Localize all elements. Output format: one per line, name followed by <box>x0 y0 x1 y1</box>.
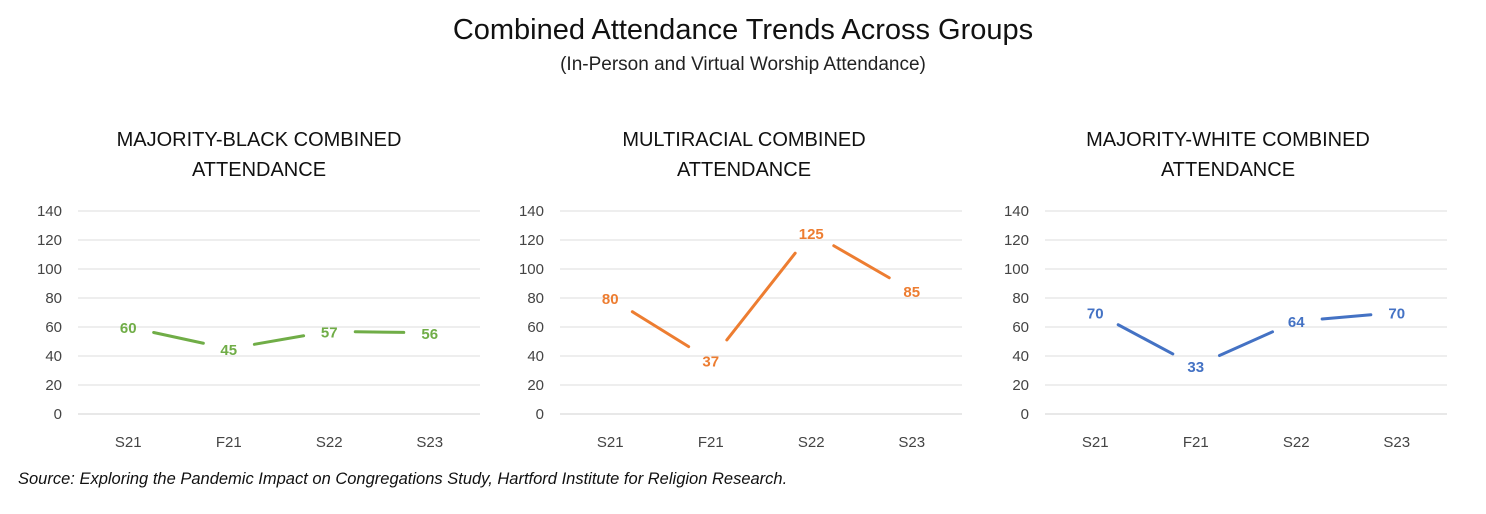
source-note: Source: Exploring the Pandemic Impact on… <box>18 470 788 488</box>
y-tick-label: 40 <box>45 348 62 365</box>
data-label: 45 <box>220 342 237 359</box>
data-label: 125 <box>799 226 824 243</box>
data-label: 33 <box>1187 359 1204 376</box>
chart-title-line: MAJORITY-WHITE COMBINED <box>1086 129 1370 151</box>
data-label: 85 <box>903 284 920 301</box>
y-tick-label: 140 <box>1004 203 1029 220</box>
y-tick-label: 60 <box>45 319 62 336</box>
series-line-segment <box>630 310 691 349</box>
data-label: 70 <box>1388 306 1405 323</box>
y-tick-label: 120 <box>519 232 544 249</box>
y-tick-label: 0 <box>536 406 544 423</box>
series-line-segment <box>832 244 891 280</box>
x-tick-label: S22 <box>1283 434 1310 451</box>
x-tick-label: F21 <box>1183 434 1209 451</box>
x-tick-label: S22 <box>316 434 343 451</box>
y-tick-label: 20 <box>527 377 544 394</box>
x-tick-label: F21 <box>698 434 724 451</box>
data-label: 56 <box>421 326 438 343</box>
series-line-segment <box>252 334 306 346</box>
y-tick-label: 60 <box>1012 319 1029 336</box>
y-tick-label: 80 <box>1012 290 1029 307</box>
series-line-segment <box>353 330 406 334</box>
series-line-segment <box>152 330 205 345</box>
series-line-segment <box>725 251 797 342</box>
y-tick-label: 120 <box>37 232 62 249</box>
y-tick-label: 0 <box>1021 406 1029 423</box>
y-tick-label: 140 <box>519 203 544 220</box>
y-tick-label: 100 <box>1004 261 1029 278</box>
data-label: 70 <box>1087 306 1104 323</box>
chart-title-line: ATTENDANCE <box>192 159 326 181</box>
series-line-segment <box>1217 330 1275 358</box>
y-tick-label: 40 <box>1012 348 1029 365</box>
data-label: 80 <box>602 291 619 308</box>
x-tick-label: S21 <box>1082 434 1109 451</box>
x-tick-label: S21 <box>115 434 142 451</box>
data-label: 64 <box>1288 314 1305 331</box>
chart-title-line: MAJORITY-BLACK COMBINED <box>117 129 402 151</box>
y-tick-label: 60 <box>527 319 544 336</box>
y-tick-label: 20 <box>45 377 62 394</box>
x-tick-label: S21 <box>597 434 624 451</box>
series-line-segment <box>1116 323 1175 356</box>
chart-title-line: ATTENDANCE <box>677 159 811 181</box>
data-label: 37 <box>702 353 719 370</box>
data-label: 60 <box>120 320 137 337</box>
page-subtitle: (In-Person and Virtual Worship Attendanc… <box>560 54 926 75</box>
chart-title-line: MULTIRACIAL COMBINED <box>622 129 865 151</box>
x-tick-label: S23 <box>1383 434 1410 451</box>
y-tick-label: 140 <box>37 203 62 220</box>
x-tick-label: S22 <box>798 434 825 451</box>
y-tick-label: 20 <box>1012 377 1029 394</box>
x-tick-label: S23 <box>898 434 925 451</box>
x-tick-label: S23 <box>416 434 443 451</box>
series-line-segment <box>1320 313 1373 321</box>
chart-title-line: ATTENDANCE <box>1161 159 1295 181</box>
y-tick-label: 100 <box>37 261 62 278</box>
y-tick-label: 80 <box>45 290 62 307</box>
y-tick-label: 0 <box>54 406 62 423</box>
x-tick-label: F21 <box>216 434 242 451</box>
y-tick-label: 100 <box>519 261 544 278</box>
y-tick-label: 40 <box>527 348 544 365</box>
y-tick-label: 80 <box>527 290 544 307</box>
data-label: 57 <box>321 324 338 341</box>
page-title: Combined Attendance Trends Across Groups <box>452 14 1034 46</box>
y-tick-label: 120 <box>1004 232 1029 249</box>
